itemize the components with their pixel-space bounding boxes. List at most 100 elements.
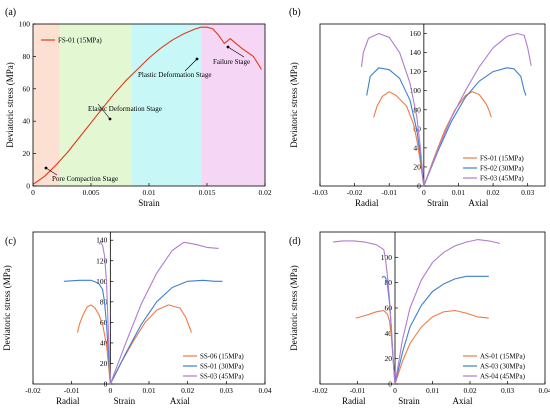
panel-4: -0.02 -0.01 0 0.01 0.02 0.03 0.04020406080100D… (289, 231, 550, 406)
x-axis-label-strain: Strain (114, 396, 136, 406)
y-tick-label: 0 (104, 380, 108, 389)
y-tick-label: 40 (413, 143, 421, 152)
y-tick-label: 120 (410, 67, 422, 76)
y-tick-label: 60 (100, 318, 108, 327)
y-tick-label: 140 (410, 48, 422, 57)
legend-entry: SS-01 (30MPa) (200, 363, 244, 371)
y-axis-label: Deviatoric stress (MPa) (289, 62, 299, 147)
panel-label: (c) (5, 236, 16, 247)
x-axis-label-axial: Axial (170, 396, 190, 406)
series-line (76, 304, 111, 385)
y-tick-label: 0 (417, 182, 421, 191)
legend-entry: FS-01 (15MPa) (480, 155, 524, 163)
x-tick-label: 0.04 (258, 386, 271, 395)
x-axis-label-axial: Axial (468, 198, 488, 208)
series-line (373, 91, 425, 187)
stage-annotation: Pore Compaction Stage (52, 175, 118, 183)
x-tick-label: 0.005 (83, 188, 100, 197)
y-tick-label: 60 (385, 304, 393, 313)
series-line (333, 240, 396, 385)
y-tick-label: 60 (23, 84, 31, 93)
stage-annotation: Failure Stage (213, 58, 250, 66)
x-tick-label: 0.04 (538, 386, 550, 395)
plot-frame (32, 231, 266, 385)
plot-frame (319, 23, 546, 187)
legend-entry: SS-03 (45MPa) (200, 373, 244, 381)
x-tick-label: 0.03 (220, 386, 233, 395)
y-axis-label: Deviatoric stress (MPa) (289, 265, 299, 350)
panel-2: -0.03 -0.02 -0.01 0 0.01 0.02 0.03 0 20 40 60 80 100… (289, 7, 546, 208)
panel-3: -0.02 -0.01 0 0.01 0.02 0.03 0.04 0 20 40 60 80 100 1… (2, 231, 272, 406)
series-line (32, 26, 262, 185)
y-tick-label: 160 (410, 29, 422, 38)
y-tick-label: 0 (388, 380, 392, 389)
x-axis-label-strain: Strain (427, 198, 449, 208)
legend-entry: FS-02 (30MPa) (480, 165, 524, 173)
x-axis-label-radial: Radial (355, 198, 379, 208)
plot-frame (319, 231, 546, 385)
series-line (394, 239, 501, 385)
x-tick-label: 0.02 (487, 188, 500, 197)
x-tick-label: -0.02 (25, 386, 41, 395)
y-tick-label: 60 (413, 124, 421, 133)
x-tick-label: 0.01 (142, 188, 155, 197)
y-tick-label: 0 (26, 182, 30, 191)
series-line (394, 275, 489, 385)
x-tick-label: 0.02 (463, 386, 476, 395)
x-tick-label: 0.03 (521, 188, 534, 197)
series-line (109, 304, 193, 385)
panel-label: (a) (5, 7, 16, 18)
y-tick-label: 100 (410, 86, 422, 95)
x-axis-label-radial: Radial (342, 396, 366, 406)
x-tick-label: 0.015 (199, 188, 216, 197)
series-line (366, 67, 425, 187)
series-line (98, 241, 111, 385)
legend-entry: AS-04 (45MPa) (480, 373, 526, 381)
series-line (109, 279, 223, 385)
stage-annotation: Plastic Deformation Stage (138, 71, 211, 79)
annotation-arrow (227, 46, 245, 58)
panel-label: (b) (289, 7, 301, 18)
y-tick-label: 80 (100, 297, 108, 306)
stage-region (33, 24, 60, 186)
stage-region (59, 24, 132, 186)
x-tick-label: 0.01 (452, 188, 465, 197)
y-tick-label: 100 (96, 277, 108, 286)
x-tick-label: 0.03 (501, 386, 514, 395)
annotation-arrow (184, 58, 198, 72)
legend-entry: AS-01 (15MPa) (480, 353, 526, 361)
x-tick-label: -0.01 (64, 386, 80, 395)
x-axis-label: Strain (138, 198, 160, 208)
x-tick-label: 0.01 (426, 386, 439, 395)
x-axis-label-radial: Radial (56, 396, 80, 406)
x-tick-label: -0.02 (347, 188, 363, 197)
y-tick-label: 80 (23, 52, 31, 61)
annotation-arrowhead (195, 57, 199, 61)
x-tick-label: -0.02 (312, 386, 328, 395)
y-tick-label: 40 (385, 329, 393, 338)
y-tick-label: 140 (96, 236, 108, 245)
series-line (109, 241, 219, 385)
legend-entry: AS-03 (30MPa) (480, 363, 526, 371)
y-tick-label: 40 (100, 338, 108, 347)
annotation-arrowhead (226, 45, 230, 49)
stage-region (201, 24, 265, 186)
annotation-arrowhead (108, 117, 112, 121)
x-tick-label: -0.03 (312, 188, 328, 197)
x-tick-label: -0.01 (350, 386, 366, 395)
panel-1: 0 0.005 0.01 0.015 0.02 0 20 40 60 80 100 Deviatori… (5, 7, 272, 208)
annotation-arrowhead (44, 166, 48, 170)
x-axis-label-strain: Strain (398, 396, 420, 406)
series-line (423, 67, 527, 187)
y-axis-label: Deviatoric stress (MPa) (2, 265, 12, 350)
y-axis-label: Deviatoric stress (MPa) (5, 62, 15, 147)
y-tick-label: 20 (385, 354, 393, 363)
series-line (423, 32, 532, 187)
y-tick-label: 100 (19, 20, 31, 29)
y-tick-label: 80 (413, 105, 421, 114)
panel-label: (d) (289, 236, 301, 247)
stage-region (131, 24, 202, 186)
y-tick-label: 100 (381, 253, 393, 262)
y-tick-label: 20 (100, 359, 108, 368)
